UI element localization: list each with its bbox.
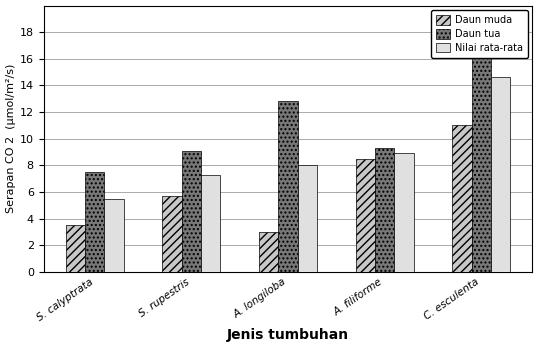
Bar [259,232,278,272]
X-axis label: Jenis tumbuhan: Jenis tumbuhan [227,329,349,342]
Bar [104,199,124,272]
Y-axis label: Serapan CO 2  (μmol/m²/s): Serapan CO 2 (μmol/m²/s) [5,64,16,213]
Bar [491,78,510,272]
Bar [85,172,104,272]
Bar [394,153,414,272]
Bar [182,151,201,272]
Bar [162,196,182,272]
Bar [356,159,375,272]
Bar [452,125,472,272]
Bar [278,102,298,272]
Bar [472,30,491,272]
Bar [66,225,85,272]
Legend: Daun muda, Daun tua, Nilai rata-rata: Daun muda, Daun tua, Nilai rata-rata [431,10,528,58]
Bar [201,175,221,272]
Bar [375,148,394,272]
Bar [298,165,317,272]
